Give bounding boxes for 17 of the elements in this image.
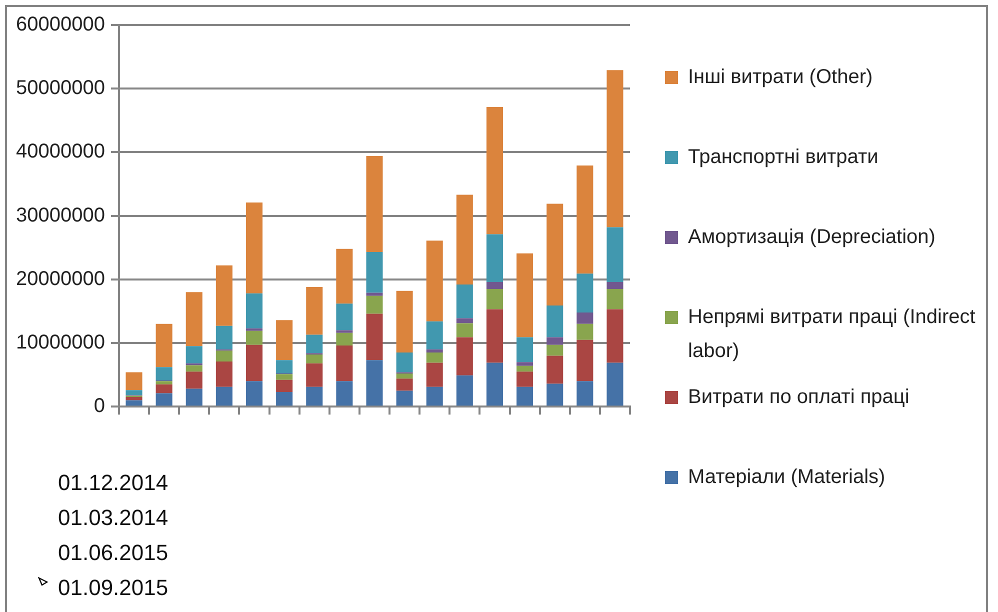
text: 01.09.2015 bbox=[58, 574, 168, 602]
legend-label: Матеріали (Materials) bbox=[688, 465, 886, 490]
legend-label: Непрямі витрати праці (Indirect labor) bbox=[688, 305, 976, 364]
legend-label: Витрати по оплаті праці bbox=[688, 385, 910, 410]
legend-label: Транспортні витрати bbox=[688, 145, 878, 170]
legend-label: Інші витрати (Other) bbox=[688, 65, 873, 90]
legend-label: Амортизація (Depreciation) bbox=[688, 225, 936, 250]
y-tick-label: 30000000 bbox=[16, 204, 105, 226]
y-tick-label: 0 bbox=[94, 395, 105, 418]
y-tick-label: 50000000 bbox=[16, 77, 105, 100]
y-tick-label: 40000000 bbox=[16, 140, 105, 163]
text: 01.06.2015 bbox=[58, 539, 168, 567]
text: 01.12.2014 bbox=[58, 469, 168, 497]
text: 01.03.2014 bbox=[58, 504, 168, 532]
y-tick-label: 60000000 bbox=[16, 14, 105, 36]
y-tick-label: 10000000 bbox=[16, 332, 105, 354]
y-tick-label: 20000000 bbox=[16, 268, 105, 290]
